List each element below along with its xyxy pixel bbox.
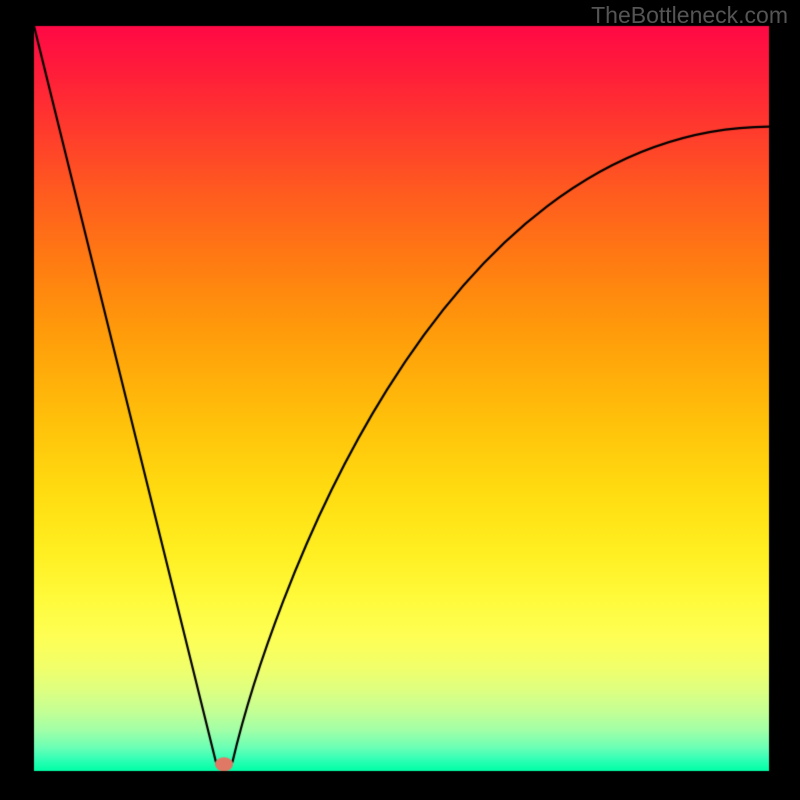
gradient-chart-canvas xyxy=(0,0,800,800)
watermark-text: TheBottleneck.com xyxy=(591,2,788,29)
chart-stage: TheBottleneck.com xyxy=(0,0,800,800)
